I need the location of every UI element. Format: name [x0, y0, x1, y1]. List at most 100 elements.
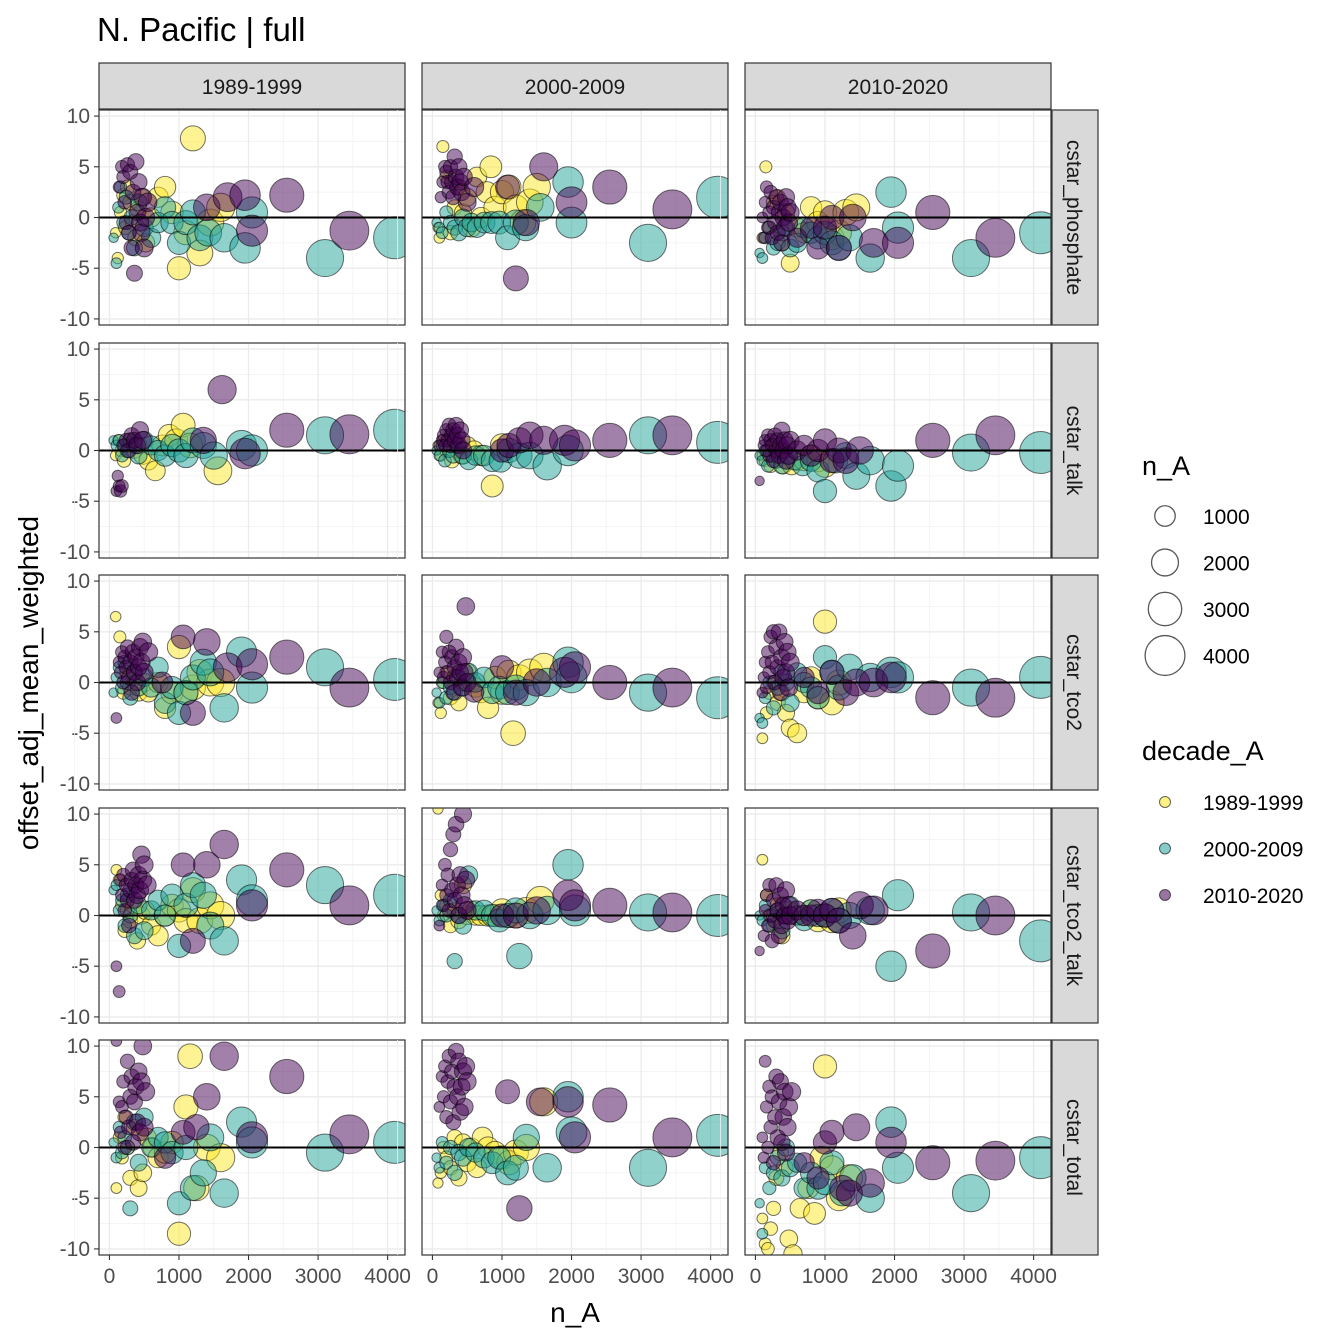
data-point — [455, 1097, 474, 1117]
legend-size-circle — [1147, 591, 1183, 627]
data-point — [134, 662, 154, 682]
data-point — [189, 881, 217, 909]
y-tick-label: 0 — [78, 440, 90, 463]
data-point — [189, 426, 217, 454]
data-point — [269, 177, 305, 213]
x-tick-label: 3000 — [618, 1265, 665, 1288]
data-point — [756, 1131, 769, 1144]
data-point — [592, 1087, 628, 1123]
facet-grid: 1989-1999 2000-2009 2010-2020 cstar_phospha… — [60, 62, 1099, 1288]
panel-border — [744, 109, 1052, 326]
data-point — [166, 256, 192, 281]
data-point — [192, 850, 221, 879]
data-point — [787, 723, 808, 744]
data-point — [628, 223, 668, 262]
data-point — [858, 895, 889, 926]
chart-title: N. Pacific | full — [97, 11, 305, 48]
facet-panel — [397, 109, 729, 326]
data-point — [495, 174, 521, 200]
panel-border — [421, 342, 729, 559]
y-tick-label: 0 — [78, 1137, 90, 1160]
data-point — [373, 873, 405, 917]
data-point — [127, 153, 145, 171]
data-point — [329, 667, 370, 708]
legend-color-key: 2010-2020 — [1159, 885, 1303, 908]
data-point — [432, 1177, 444, 1189]
legend-color-label: 1989-1999 — [1203, 792, 1303, 815]
y-tick-label: 5 — [78, 1086, 90, 1109]
data-point — [558, 651, 592, 684]
data-point — [765, 1200, 782, 1217]
strip-background — [1051, 1039, 1099, 1256]
data-point — [756, 717, 769, 729]
y-tick-label: 5 — [78, 854, 90, 877]
point-layer — [431, 139, 728, 292]
strip-background — [744, 62, 1052, 110]
data-point — [1019, 919, 1051, 963]
data-point — [782, 1082, 802, 1102]
data-point — [122, 1200, 139, 1217]
facet-panel — [74, 807, 406, 1024]
row-strip-label: cstar_tco2 — [1062, 634, 1085, 731]
y-tick-label: -5 — [71, 1187, 90, 1210]
data-point — [134, 238, 154, 258]
strip-background — [98, 62, 406, 110]
legend-color-key: 2000-2009 — [1159, 839, 1303, 862]
x-tick-label: 4000 — [1010, 1265, 1057, 1288]
legend-color-label: 2010-2020 — [1203, 885, 1303, 908]
data-point — [329, 1114, 370, 1155]
y-tick-label: 0 — [78, 905, 90, 928]
data-point — [975, 677, 1016, 718]
point-layer — [108, 610, 405, 726]
data-point — [819, 1119, 845, 1145]
legend-size-key: 3000 — [1147, 591, 1250, 627]
data-point — [628, 1148, 668, 1187]
data-point — [652, 415, 693, 456]
data-point — [329, 210, 370, 251]
data-point — [192, 628, 221, 656]
facet-panel — [397, 574, 729, 791]
data-point — [464, 176, 485, 198]
data-point — [555, 186, 588, 219]
data-point — [117, 195, 133, 210]
data-point — [525, 1087, 555, 1117]
data-point — [121, 917, 137, 934]
data-point — [110, 960, 123, 973]
y-tick-label: -5 — [71, 722, 90, 745]
data-point — [875, 1126, 907, 1159]
facet-panel — [720, 574, 1052, 791]
y-tick-label: -5 — [71, 257, 90, 280]
data-point — [812, 1054, 838, 1079]
data-point — [754, 945, 765, 957]
legend-size-label: 4000 — [1203, 646, 1250, 669]
data-point — [110, 712, 123, 724]
facet-panel — [74, 1039, 406, 1256]
data-point — [133, 1040, 153, 1056]
point-layer — [754, 1054, 1051, 1255]
point-layer — [754, 415, 1051, 504]
data-point — [803, 1201, 826, 1225]
data-point — [759, 160, 773, 174]
strip-background — [1051, 574, 1099, 791]
data-point — [975, 415, 1016, 456]
y-tick-label: 10 — [67, 105, 90, 128]
x-tick-label: 2000 — [548, 1265, 595, 1288]
x-tick-label: 4000 — [364, 1265, 411, 1288]
data-point — [842, 1113, 871, 1142]
data-point — [110, 1040, 123, 1047]
panel-border — [744, 342, 1052, 559]
data-point — [183, 1114, 210, 1141]
data-point — [134, 921, 154, 941]
data-point — [129, 173, 148, 191]
data-point — [975, 1140, 1016, 1181]
data-point — [153, 1146, 177, 1169]
data-point — [875, 661, 907, 694]
data-point — [305, 238, 345, 278]
data-point — [762, 1180, 777, 1196]
data-point — [457, 1072, 477, 1092]
y-tick-label: 5 — [78, 156, 90, 179]
data-point — [179, 927, 206, 954]
data-point — [915, 1145, 951, 1181]
data-point — [192, 1082, 221, 1111]
